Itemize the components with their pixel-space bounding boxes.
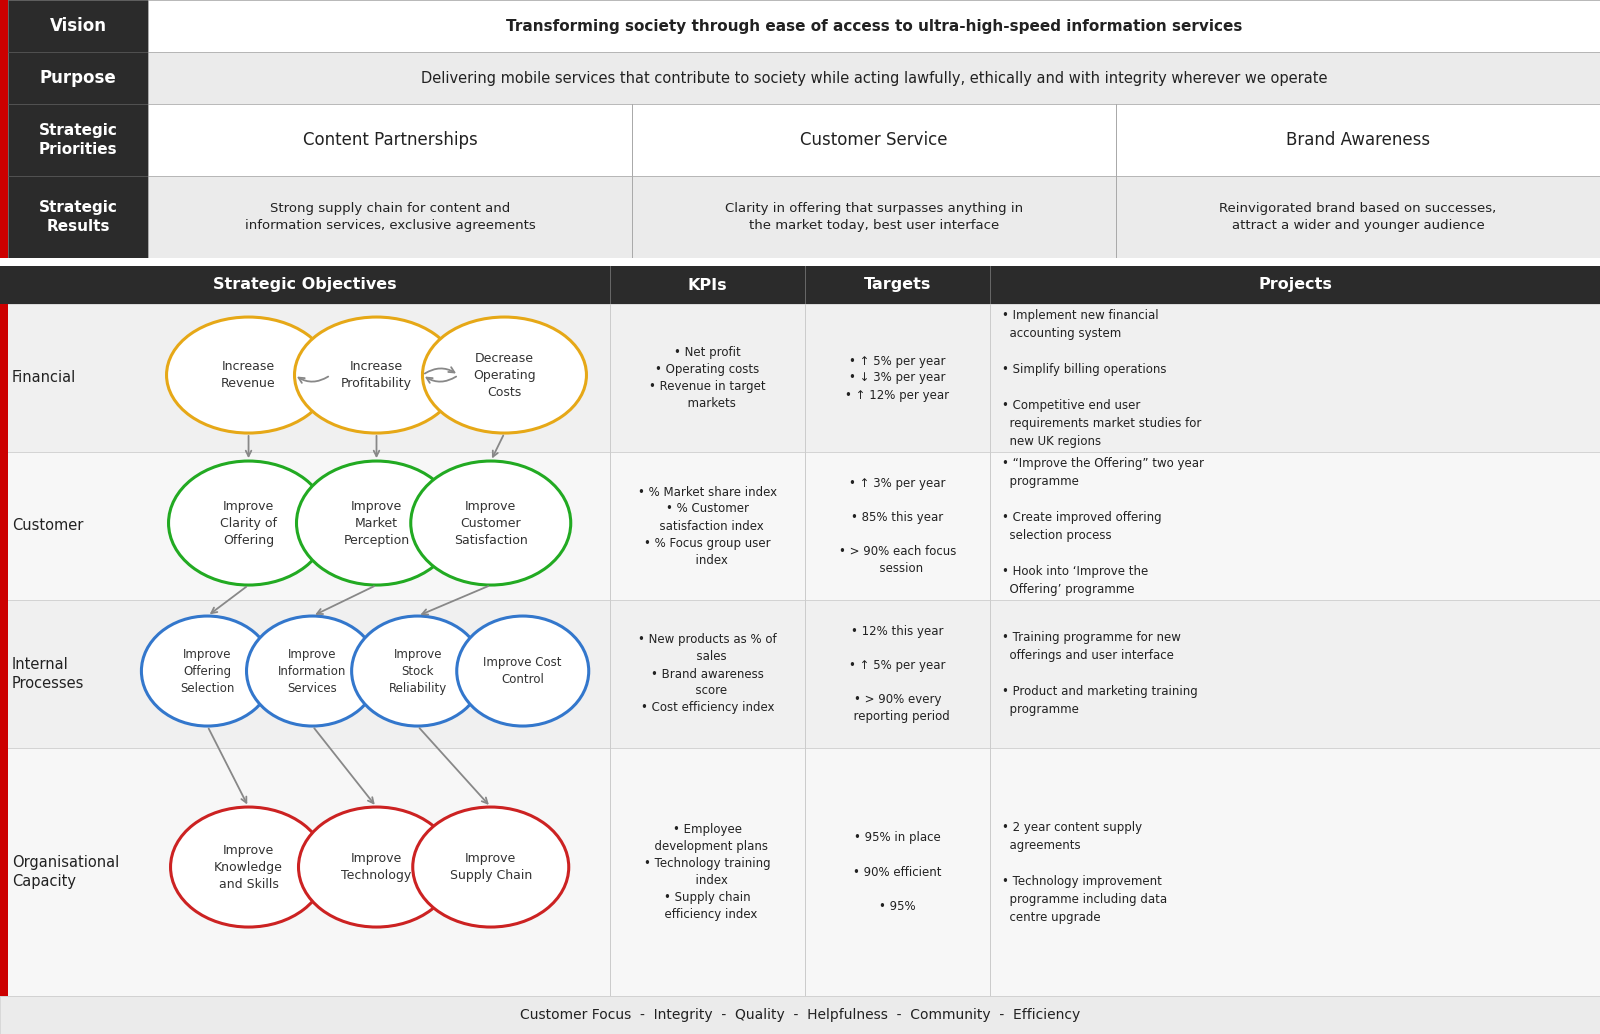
Text: Improve Cost
Control: Improve Cost Control — [483, 656, 562, 686]
Ellipse shape — [168, 461, 328, 585]
Text: Clarity in offering that surpasses anything in
the market today, best user inter: Clarity in offering that surpasses anyth… — [725, 202, 1022, 232]
Text: • Training programme for new
  offerings and user interface

• Product and marke: • Training programme for new offerings a… — [1002, 632, 1198, 717]
Bar — [0, 996, 1600, 1034]
Text: Improve
Clarity of
Offering: Improve Clarity of Offering — [221, 499, 277, 547]
Ellipse shape — [171, 808, 326, 927]
Text: • “Improve the Offering” two year
  programme

• Create improved offering
  sele: • “Improve the Offering” two year progra… — [1002, 456, 1205, 596]
Text: • 12% this year

• ↑ 5% per year

• > 90% every
  reporting period: • 12% this year • ↑ 5% per year • > 90% … — [846, 625, 949, 723]
Text: Brand Awareness: Brand Awareness — [1286, 131, 1430, 149]
Ellipse shape — [299, 808, 454, 927]
Ellipse shape — [456, 616, 589, 726]
Text: Vision: Vision — [50, 17, 107, 35]
Bar — [0, 266, 1600, 304]
Ellipse shape — [294, 317, 459, 433]
Text: Targets: Targets — [864, 277, 931, 293]
Bar — [0, 748, 1600, 996]
Text: Financial: Financial — [13, 370, 77, 386]
Bar — [0, 304, 1600, 452]
Text: Improve
Market
Perception: Improve Market Perception — [344, 499, 410, 547]
Text: Projects: Projects — [1258, 277, 1331, 293]
Text: Improve
Technology: Improve Technology — [341, 852, 411, 882]
Bar — [8, 0, 147, 52]
Text: Increase
Revenue: Increase Revenue — [221, 360, 275, 390]
Text: • ↑ 3% per year

• 85% this year

• > 90% each focus
  session: • ↑ 3% per year • 85% this year • > 90% … — [838, 477, 957, 575]
Text: Strategic
Results: Strategic Results — [38, 200, 117, 235]
Text: Improve
Offering
Selection: Improve Offering Selection — [181, 647, 235, 695]
Bar — [8, 176, 147, 258]
Ellipse shape — [422, 317, 587, 433]
Text: • ↑ 5% per year
• ↓ 3% per year
• ↑ 12% per year: • ↑ 5% per year • ↓ 3% per year • ↑ 12% … — [845, 355, 949, 401]
Text: Content Partnerships: Content Partnerships — [302, 131, 477, 149]
Text: • Implement new financial
  accounting system

• Simplify billing operations

• : • Implement new financial accounting sys… — [1002, 308, 1202, 448]
Bar — [0, 0, 8, 258]
Bar — [147, 52, 1600, 104]
Text: Customer Focus  -  Integrity  -  Quality  -  Helpfulness  -  Community  -  Effic: Customer Focus - Integrity - Quality - H… — [520, 1008, 1080, 1022]
Bar — [8, 104, 147, 176]
Ellipse shape — [141, 616, 274, 726]
Text: • 2 year content supply
  agreements

• Technology improvement
  programme inclu: • 2 year content supply agreements • Tec… — [1002, 821, 1166, 923]
Text: Improve
Stock
Reliability: Improve Stock Reliability — [389, 647, 446, 695]
Bar — [147, 104, 1600, 176]
Text: Decrease
Operating
Costs: Decrease Operating Costs — [474, 352, 536, 398]
Bar — [0, 304, 8, 996]
Text: Transforming society through ease of access to ultra-high-speed information serv: Transforming society through ease of acc… — [506, 19, 1242, 33]
Text: • Employee
  development plans
• Technology training
  index
• Supply chain
  ef: • Employee development plans • Technolog… — [645, 823, 771, 921]
Bar — [147, 0, 1600, 52]
Text: Strategic Objectives: Strategic Objectives — [213, 277, 397, 293]
Text: Internal
Processes: Internal Processes — [13, 657, 85, 692]
Bar — [147, 176, 1600, 258]
Text: Improve
Supply Chain: Improve Supply Chain — [450, 852, 531, 882]
Text: Customer: Customer — [13, 518, 83, 534]
Text: Increase
Profitability: Increase Profitability — [341, 360, 413, 390]
Text: Improve
Information
Services: Improve Information Services — [278, 647, 347, 695]
Bar — [0, 452, 1600, 600]
Text: Improve
Knowledge
and Skills: Improve Knowledge and Skills — [214, 844, 283, 890]
Ellipse shape — [413, 808, 568, 927]
Ellipse shape — [246, 616, 379, 726]
Text: Strong supply chain for content and
information services, exclusive agreements: Strong supply chain for content and info… — [245, 202, 536, 232]
Text: Improve
Customer
Satisfaction: Improve Customer Satisfaction — [454, 499, 528, 547]
Text: • % Market share index
• % Customer
  satisfaction index
• % Focus group user
  : • % Market share index • % Customer sati… — [638, 486, 778, 567]
Text: Reinvigorated brand based on successes,
attract a wider and younger audience: Reinvigorated brand based on successes, … — [1219, 202, 1496, 232]
Ellipse shape — [296, 461, 456, 585]
Bar — [0, 600, 1600, 748]
Ellipse shape — [166, 317, 331, 433]
Ellipse shape — [411, 461, 571, 585]
Text: Customer Service: Customer Service — [800, 131, 947, 149]
Bar — [0, 0, 1600, 52]
Text: • New products as % of
  sales
• Brand awareness
  score
• Cost efficiency index: • New products as % of sales • Brand awa… — [638, 634, 778, 714]
Text: Organisational
Capacity: Organisational Capacity — [13, 854, 120, 889]
Bar — [8, 52, 147, 104]
Text: • 95% in place

• 90% efficient

• 95%: • 95% in place • 90% efficient • 95% — [853, 831, 942, 912]
Bar — [0, 258, 1600, 266]
Text: Strategic
Priorities: Strategic Priorities — [38, 123, 117, 157]
Text: KPIs: KPIs — [688, 277, 728, 293]
Text: Purpose: Purpose — [40, 69, 117, 87]
Text: Delivering mobile services that contribute to society while acting lawfully, eth: Delivering mobile services that contribu… — [421, 70, 1328, 86]
Text: • Net profit
• Operating costs
• Revenue in target
  markets: • Net profit • Operating costs • Revenue… — [650, 346, 766, 410]
Ellipse shape — [352, 616, 483, 726]
